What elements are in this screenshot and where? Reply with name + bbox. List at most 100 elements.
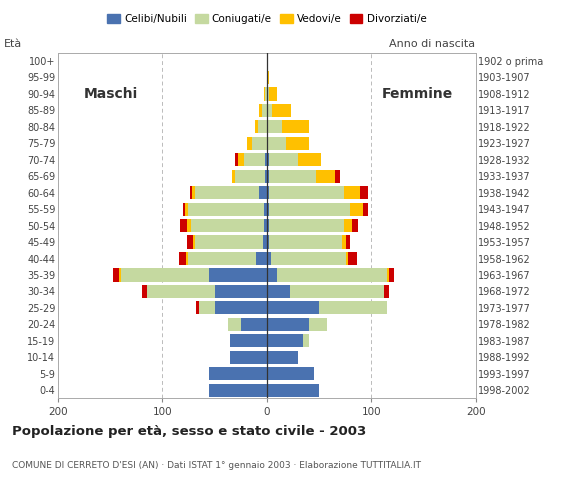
Bar [193,236,195,249]
Text: COMUNE DI CERRETO D'ESI (AN) · Dati ISTAT 1° gennaio 2003 · Elaborazione TUTTITA: COMUNE DI CERRETO D'ESI (AN) · Dati ISTA… [12,461,420,470]
Bar [188,252,256,265]
Bar [353,219,358,232]
Bar [267,367,314,380]
Bar [267,334,303,348]
Bar [272,104,291,117]
Bar [199,301,215,314]
Bar [267,301,319,314]
Bar [344,219,353,232]
Bar [384,285,389,298]
Text: Maschi: Maschi [84,87,139,101]
Bar [264,203,267,216]
Bar [267,137,285,150]
Bar [235,169,264,183]
Bar [267,219,269,232]
Bar [230,334,267,348]
Bar [335,169,340,183]
Bar [142,285,147,298]
Bar [121,268,209,282]
Bar [241,318,267,331]
Bar [303,334,309,348]
Bar [264,87,267,100]
Bar [118,268,121,282]
Bar [269,236,342,249]
Bar [180,219,187,232]
Bar [259,104,262,117]
Bar [277,268,387,282]
Bar [259,186,267,199]
Bar [183,203,186,216]
Bar [147,285,215,298]
Bar [267,351,298,364]
Bar [285,137,309,150]
Bar [271,252,346,265]
Bar [259,120,267,133]
Bar [267,153,269,167]
Bar [269,186,344,199]
Bar [186,252,188,265]
Bar [188,203,264,216]
Bar [267,104,272,117]
Bar [195,186,259,199]
Bar [344,186,360,199]
Bar [342,236,346,249]
Bar [267,236,269,249]
Bar [262,104,267,117]
Bar [215,285,267,298]
Bar [319,301,387,314]
Bar [350,203,363,216]
Bar [187,219,191,232]
Text: Anno di nascita: Anno di nascita [390,39,476,49]
Bar [267,318,309,331]
Bar [309,318,327,331]
Text: Età: Età [3,39,22,49]
Bar [269,203,350,216]
Bar [269,219,344,232]
Bar [298,153,321,167]
Bar [389,268,394,282]
Bar [235,153,238,167]
Bar [267,120,282,133]
Bar [252,137,267,150]
Bar [191,219,264,232]
Bar [263,236,267,249]
Bar [387,268,389,282]
Bar [187,236,193,249]
Bar [267,252,271,265]
Bar [186,203,188,216]
Bar [363,203,368,216]
Bar [267,71,269,84]
Bar [179,252,186,265]
Bar [264,219,267,232]
Bar [195,236,263,249]
Bar [233,169,235,183]
Bar [238,153,244,167]
Bar [267,169,269,183]
Bar [346,252,348,265]
Bar [269,153,298,167]
Bar [269,169,316,183]
Bar [282,120,309,133]
Bar [230,351,267,364]
Bar [267,186,269,199]
Bar [191,186,195,199]
Bar [360,186,368,199]
Bar [247,137,252,150]
Bar [209,268,267,282]
Bar [228,318,241,331]
Bar [348,252,357,265]
Bar [190,186,191,199]
Bar [209,384,267,397]
Bar [267,87,269,100]
Bar [113,268,118,282]
Text: Popolazione per età, sesso e stato civile - 2003: Popolazione per età, sesso e stato civil… [12,425,366,438]
Bar [215,301,267,314]
Bar [267,384,319,397]
Bar [209,367,267,380]
Bar [244,153,264,167]
Bar [269,87,277,100]
Bar [267,203,269,216]
Legend: Celibi/Nubili, Coniugati/e, Vedovi/e, Divorziati/e: Celibi/Nubili, Coniugati/e, Vedovi/e, Di… [103,10,430,28]
Bar [255,120,259,133]
Bar [256,252,267,265]
